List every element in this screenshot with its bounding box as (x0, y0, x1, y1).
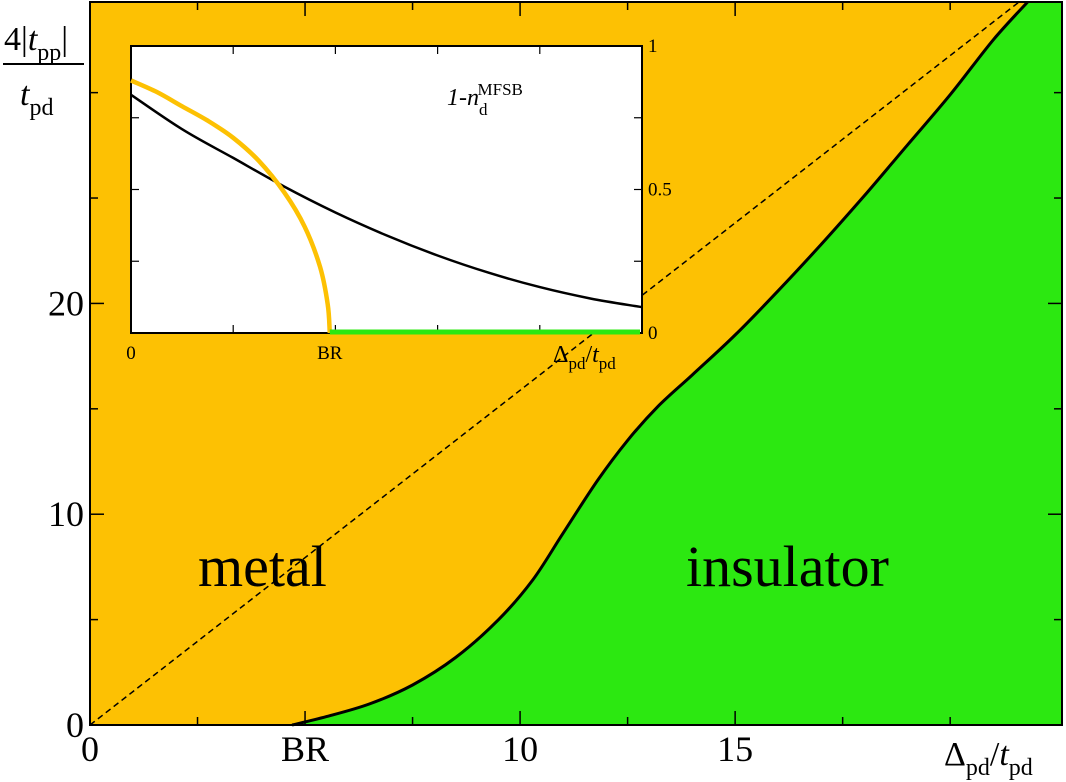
y-tick-label: 10 (48, 494, 84, 534)
main-plot-frame (89, 1, 1063, 726)
x-axis-label: Δpd/tpd (944, 736, 1033, 781)
x-tick-label: BR (281, 729, 329, 769)
inset-y-tick-label: 0 (648, 323, 658, 344)
y-axis-label: 4|tpp| tpd (3, 21, 84, 121)
insulator-region (292, 2, 1063, 725)
insulator-region-label: insulator (686, 534, 889, 599)
x-tick-label: 15 (717, 729, 753, 769)
metal-insulator-boundary-curve (291, 0, 1029, 727)
y-tick-label: 20 (48, 283, 84, 323)
y-tick-label: 0 (66, 705, 84, 745)
inset-x-tick-label: BR (317, 343, 343, 364)
inset-x-tick-label: 0 (126, 343, 136, 364)
x-tick-label: 0 (81, 729, 99, 769)
inset-y-tick-label: 1 (648, 36, 658, 57)
inset-axis-ticks: 0 BR 0 0.5 1 (126, 36, 672, 364)
inset-yellow-curve (130, 78, 333, 334)
inset-x-label: Δpd/tpd (553, 342, 616, 373)
x-tick-label: 10 (502, 729, 538, 769)
dashed-reference-line (89, 1, 1020, 726)
y-axis-label-denominator: tpd (20, 76, 53, 121)
metal-region-label: metal (198, 534, 327, 599)
inset-y-tick-label: 0.5 (648, 180, 672, 201)
inset-black-curve (130, 93, 643, 309)
inset-background (130, 45, 643, 334)
y-axis-label-numerator: 4|tpp| (4, 21, 68, 66)
inset-chart: 0 BR 0 0.5 1 1-ndMFSB Δpd/tpd (126, 36, 672, 373)
inset-y-label: 1-ndMFSB (447, 80, 523, 119)
